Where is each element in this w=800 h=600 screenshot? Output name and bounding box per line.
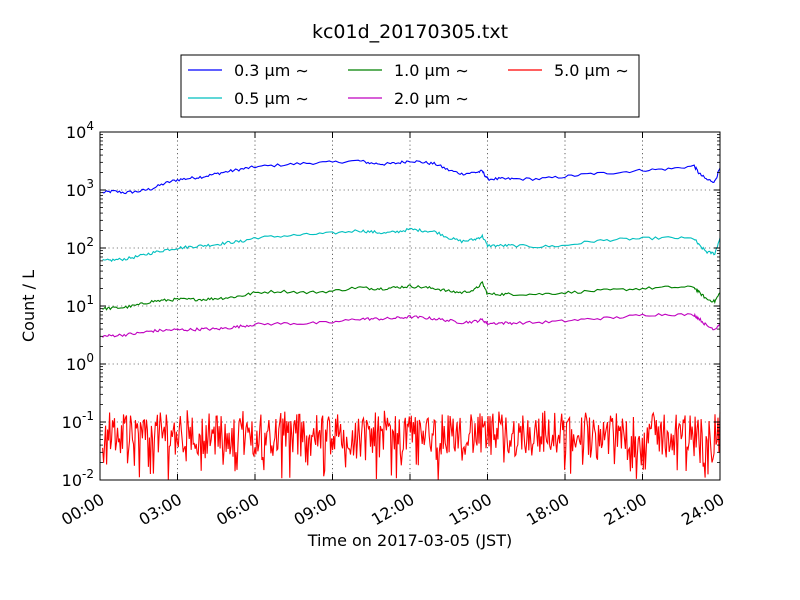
series-line-0 [102, 159, 721, 195]
x-axis-title: Time on 2017-03-05 (JST) [307, 531, 512, 550]
y-axis-ticks: 10-2 10-1 100 101 102 103 104 [62, 119, 720, 490]
y-tick-label: 101 [66, 293, 94, 316]
y-tick-label: 100 [66, 351, 94, 374]
legend-box [180, 54, 640, 118]
legend-label-4: 5.0 µm ∼ [554, 61, 629, 80]
legend-item-3: 2.0 µm ∼ [348, 89, 469, 108]
series-line-2 [102, 281, 721, 311]
legend-item-4: 5.0 µm ∼ [508, 61, 629, 80]
series-line-3 [102, 312, 721, 338]
series-layer [102, 159, 721, 480]
series-line-4 [102, 410, 721, 480]
legend-item-2: 1.0 µm ∼ [348, 61, 469, 80]
y-axis-title: Count / L [19, 270, 38, 342]
legend-label-0: 0.3 µm ∼ [234, 61, 309, 80]
legend-label-2: 1.0 µm ∼ [394, 61, 469, 80]
legend-label-3: 2.0 µm ∼ [394, 89, 469, 108]
chart-title: kc01d_20170305.txt [312, 21, 508, 43]
legend-label-1: 0.5 µm ∼ [234, 89, 309, 108]
legend-item-1: 0.5 µm ∼ [188, 89, 309, 108]
series-line-1 [102, 227, 721, 263]
y-tick-label: 102 [66, 235, 94, 258]
y-tick-label: 10-2 [62, 467, 94, 490]
legend-item-0: 0.3 µm ∼ [188, 61, 309, 80]
y-tick-label: 10-1 [62, 409, 94, 432]
legend: 0.3 µm ∼ 0.5 µm ∼ 1.0 µm ∼ 2.0 µm ∼ 5.0 … [180, 54, 640, 118]
y-tick-label: 103 [66, 177, 94, 200]
y-tick-label: 104 [66, 119, 94, 142]
